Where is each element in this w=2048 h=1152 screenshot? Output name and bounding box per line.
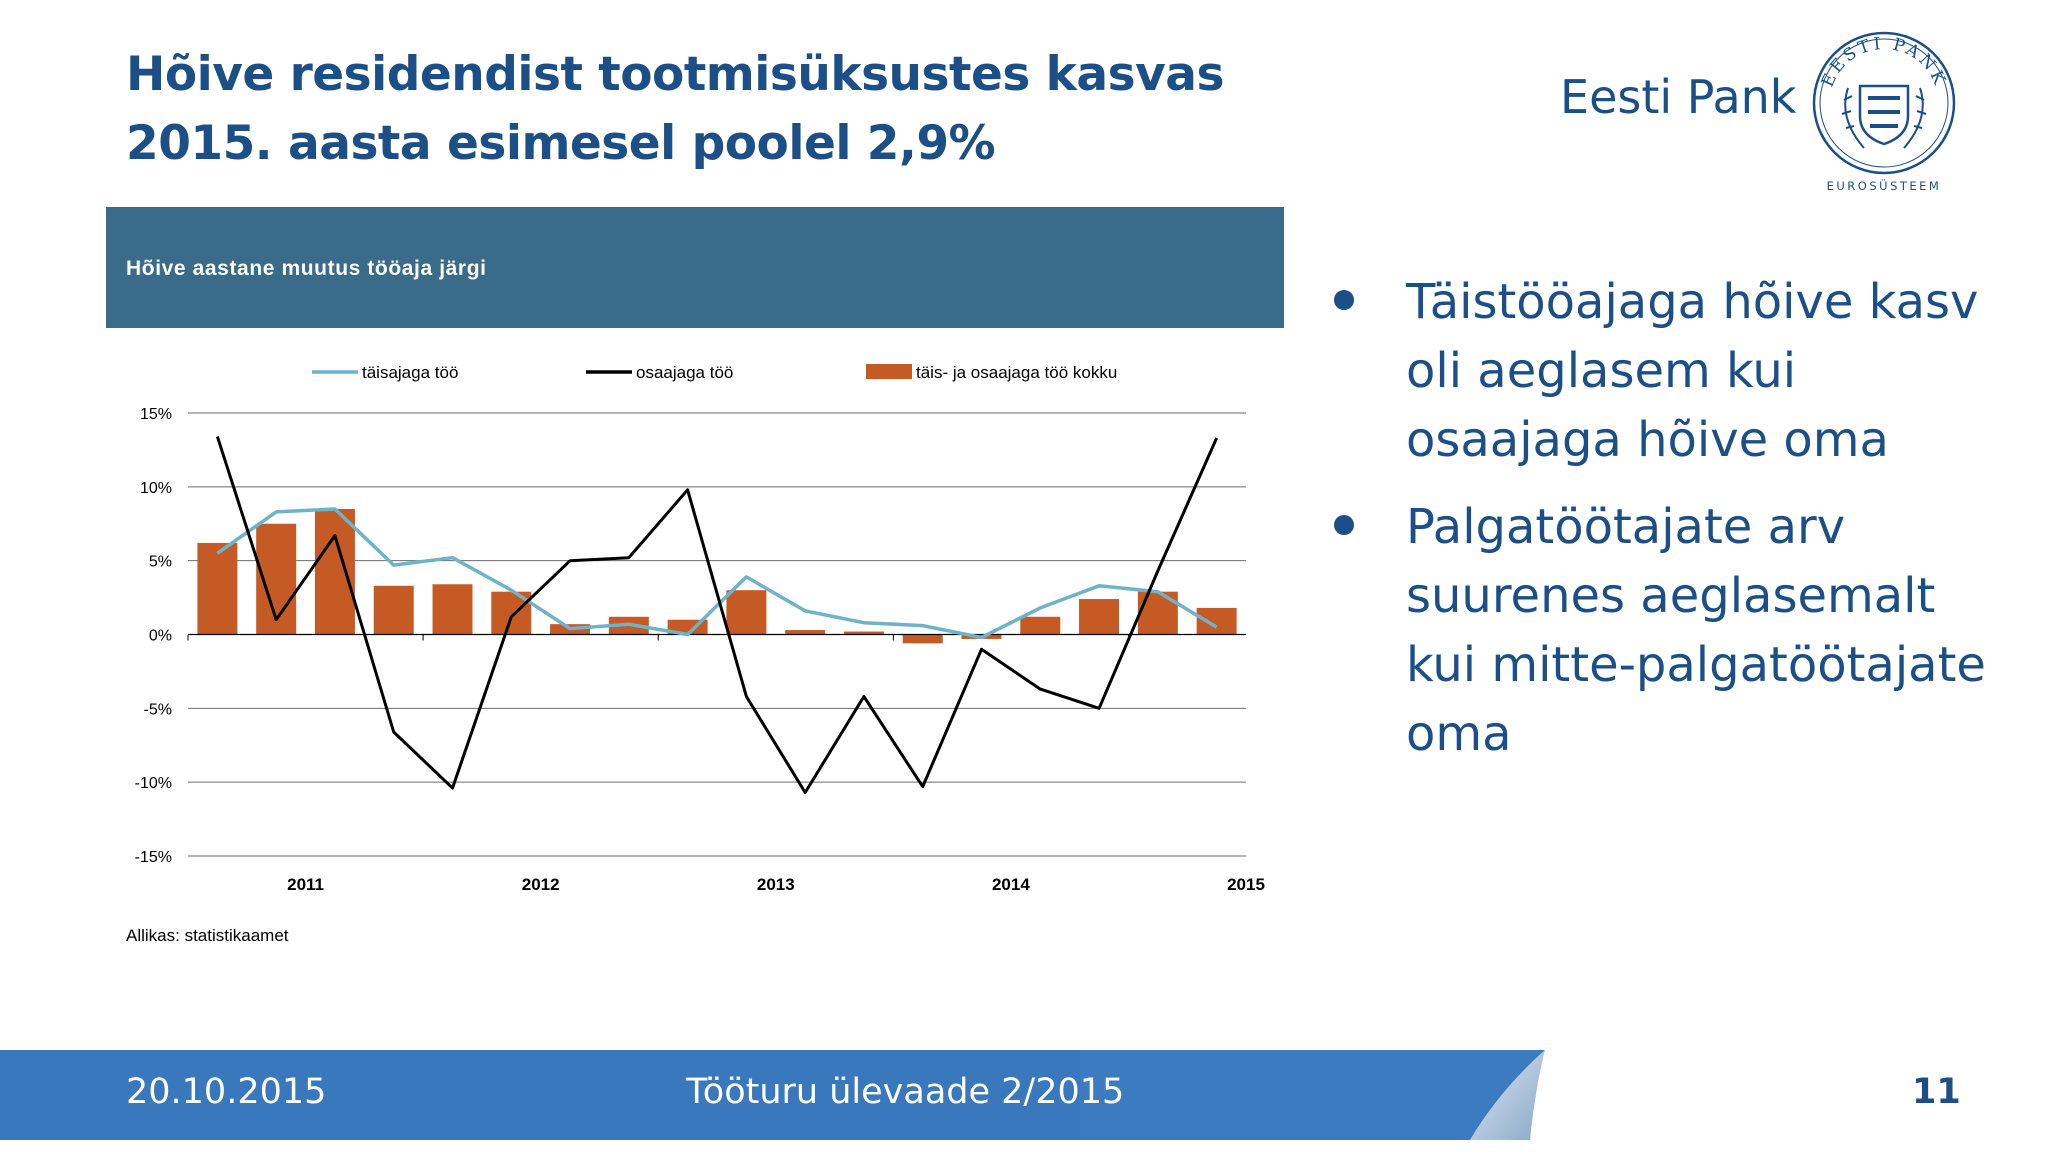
y-tick-label: -5% [144,701,172,718]
bar [785,630,826,635]
chart-title: Hõive aastane muutus tööaja järgi [126,257,487,280]
title-line-2: 2015. aasta esimesel poolel 2,9% [126,116,996,171]
series-line [215,436,1218,794]
x-tick-label: 2015 [1227,875,1265,894]
slide-title: Hõive residendist tootmisüksustes kasvas… [126,40,1226,178]
bar [373,585,414,635]
bullet-dot-icon [1334,290,1354,310]
bar [197,542,238,635]
bullet-text: Täistööajaga hõive kasv oli aeglasem kui… [1406,274,1979,468]
page-number: 11 [1912,1072,1961,1112]
title-line-1: Hõive residendist tootmisüksustes kasvas [126,47,1224,102]
footer-presentation-name: Tööturu ülevaade 2/2015 [686,1072,1125,1112]
legend-label: osaajaga töö [636,363,733,382]
y-tick-label: 15% [140,406,172,423]
brand-name: Eesti Pank [1560,70,1797,124]
bar [1196,607,1237,635]
chart-header: Hõive aastane muutus tööaja järgi [106,207,1284,328]
legend-label: täis- ja osaajaga töö kokku [916,363,1117,382]
bullet-dot-icon [1334,515,1354,535]
legend-label: täisajaga töö [362,363,458,382]
bullet-item: Palgatöötajate arv suurenes aeglasemalt … [1330,493,2010,769]
bar [902,634,943,644]
bar [1079,599,1120,635]
bullet-item: Täistööajaga hõive kasv oli aeglasem kui… [1330,268,2010,475]
bar [1020,616,1061,635]
svg-text:EESTI PANK: EESTI PANK [1818,34,1950,90]
x-tick-label: 2012 [522,875,560,894]
eesti-pank-seal-logo: EESTI PANK EUROSÜSTEEM [1812,31,1956,193]
bullet-list: Täistööajaga hõive kasv oli aeglasem kui… [1330,268,2010,787]
x-tick-label: 2014 [992,875,1030,894]
y-tick-label: 0% [149,628,172,645]
y-tick-label: 10% [140,480,172,497]
seal-top-text: EESTI PANK [1818,34,1947,90]
chart-source: Allikas: statistikaamet [126,926,289,945]
footer-band [0,1050,1545,1140]
bar [314,508,355,635]
bar [843,631,884,635]
bar [432,584,473,635]
legend-swatch [866,364,912,379]
bar [726,590,767,635]
employment-change-chart: 15% 10% 5% 0% -5% -10% -15% 2011 2012 2013 2014 201… [135,363,1265,894]
x-tick-label: 2011 [287,875,324,894]
y-tick-label: -15% [135,849,172,866]
footer-date: 20.10.2015 [126,1072,327,1112]
seal-bottom-text: EUROSÜSTEEM [1827,177,1942,193]
y-tick-label: 5% [149,554,172,571]
series-line [216,507,1218,640]
x-tick-label: 2013 [757,875,795,894]
bullet-text: Palgatöötajate arv suurenes aeglasemalt … [1406,499,1986,762]
y-tick-label: -10% [135,775,172,792]
